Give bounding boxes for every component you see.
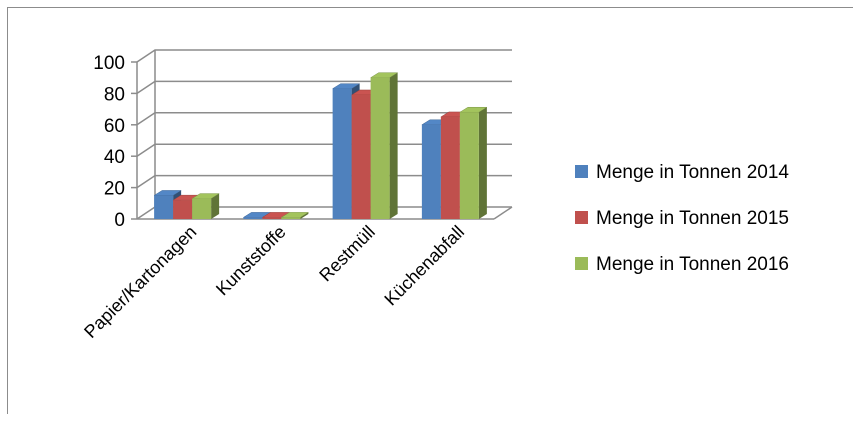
bar-front [370,77,390,219]
y-tick-label: 100 [93,53,125,74]
floor-right-edge [493,206,513,220]
x-category-label: Papier/Kartonagen [80,222,200,342]
legend-label: Menge in Tonnen 2014 [596,162,789,183]
bar-side [478,107,487,219]
bar [459,106,488,219]
legend-label: Menge in Tonnen 2016 [596,254,789,275]
y-tick-label: 40 [104,147,125,168]
bars [153,72,488,219]
bar-front [440,116,460,219]
x-axis: Papier/Kartonagen Kunststoffe Restmüll Küch… [80,222,468,342]
gridline [136,49,512,63]
bar-side [211,193,220,219]
gridline [136,80,512,95]
x-category-label: Kunststoffe [212,222,290,300]
bar-front [421,124,441,219]
bar-front [351,94,371,219]
bar-front [281,217,301,219]
bar-front [192,198,212,219]
x-category-label: Küchenabfall [380,222,468,310]
legend-swatch [575,165,588,178]
bar-front [154,195,174,219]
legend: Menge in Tonnen 2014 Menge in Tonnen 2015… [575,162,789,275]
bar-front [173,200,193,219]
x-category-label: Restmüll [315,222,379,286]
legend-label: Menge in Tonnen 2015 [596,208,789,229]
y-tick-label: 20 [104,179,125,200]
bar-front [459,112,479,219]
y-tick-label: 60 [104,116,125,137]
legend-swatch [575,211,588,224]
bar-side [300,212,309,219]
bar [280,212,310,219]
bar-front [262,217,282,219]
bar-side [389,72,398,219]
bar-front [243,217,263,219]
bar [369,72,399,219]
y-tick-label: 0 [114,210,125,231]
legend-swatch [575,257,588,270]
bar-front [332,88,352,219]
y-tick-label: 80 [104,84,125,105]
bar [191,193,220,219]
y-axis: 0 20 40 60 80 100 [93,53,137,231]
